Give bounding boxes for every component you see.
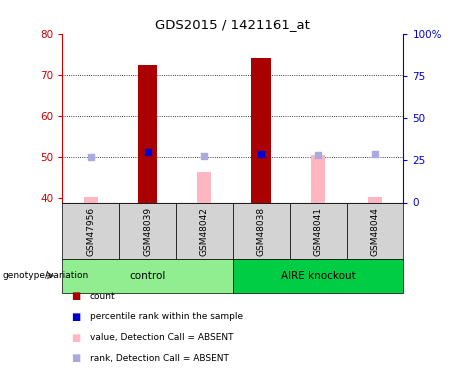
Point bbox=[371, 152, 378, 157]
Text: GSM48039: GSM48039 bbox=[143, 207, 152, 256]
Title: GDS2015 / 1421161_at: GDS2015 / 1421161_at bbox=[155, 18, 310, 31]
Bar bbox=[62, 259, 233, 292]
Bar bbox=[233, 202, 290, 259]
Bar bbox=[290, 202, 347, 259]
Point bbox=[87, 154, 95, 160]
Bar bbox=[83, 197, 98, 202]
Bar bbox=[197, 172, 212, 202]
Text: AIRE knockout: AIRE knockout bbox=[281, 271, 355, 280]
Bar bbox=[176, 202, 233, 259]
Bar bbox=[311, 155, 325, 203]
Point bbox=[258, 150, 265, 157]
Text: ■: ■ bbox=[71, 291, 81, 301]
Text: ■: ■ bbox=[71, 333, 81, 342]
Bar bbox=[347, 202, 403, 259]
Bar bbox=[233, 259, 403, 292]
Point bbox=[314, 152, 322, 158]
Text: GSM48041: GSM48041 bbox=[313, 207, 323, 256]
Text: GSM48038: GSM48038 bbox=[257, 207, 266, 256]
Bar bbox=[251, 58, 271, 202]
Bar bbox=[137, 64, 158, 203]
Point bbox=[144, 149, 151, 155]
Bar bbox=[119, 202, 176, 259]
Text: GSM47956: GSM47956 bbox=[86, 207, 95, 256]
Text: control: control bbox=[130, 271, 165, 280]
Text: GSM48042: GSM48042 bbox=[200, 207, 209, 256]
Point bbox=[201, 153, 208, 159]
Text: GSM48044: GSM48044 bbox=[371, 207, 379, 256]
Bar bbox=[62, 202, 119, 259]
Bar bbox=[368, 197, 382, 202]
Text: rank, Detection Call = ABSENT: rank, Detection Call = ABSENT bbox=[90, 354, 229, 363]
Text: genotype/variation: genotype/variation bbox=[2, 271, 89, 280]
Text: value, Detection Call = ABSENT: value, Detection Call = ABSENT bbox=[90, 333, 233, 342]
Text: count: count bbox=[90, 292, 116, 301]
Text: ■: ■ bbox=[71, 312, 81, 322]
Text: ■: ■ bbox=[71, 353, 81, 363]
Text: percentile rank within the sample: percentile rank within the sample bbox=[90, 312, 243, 321]
